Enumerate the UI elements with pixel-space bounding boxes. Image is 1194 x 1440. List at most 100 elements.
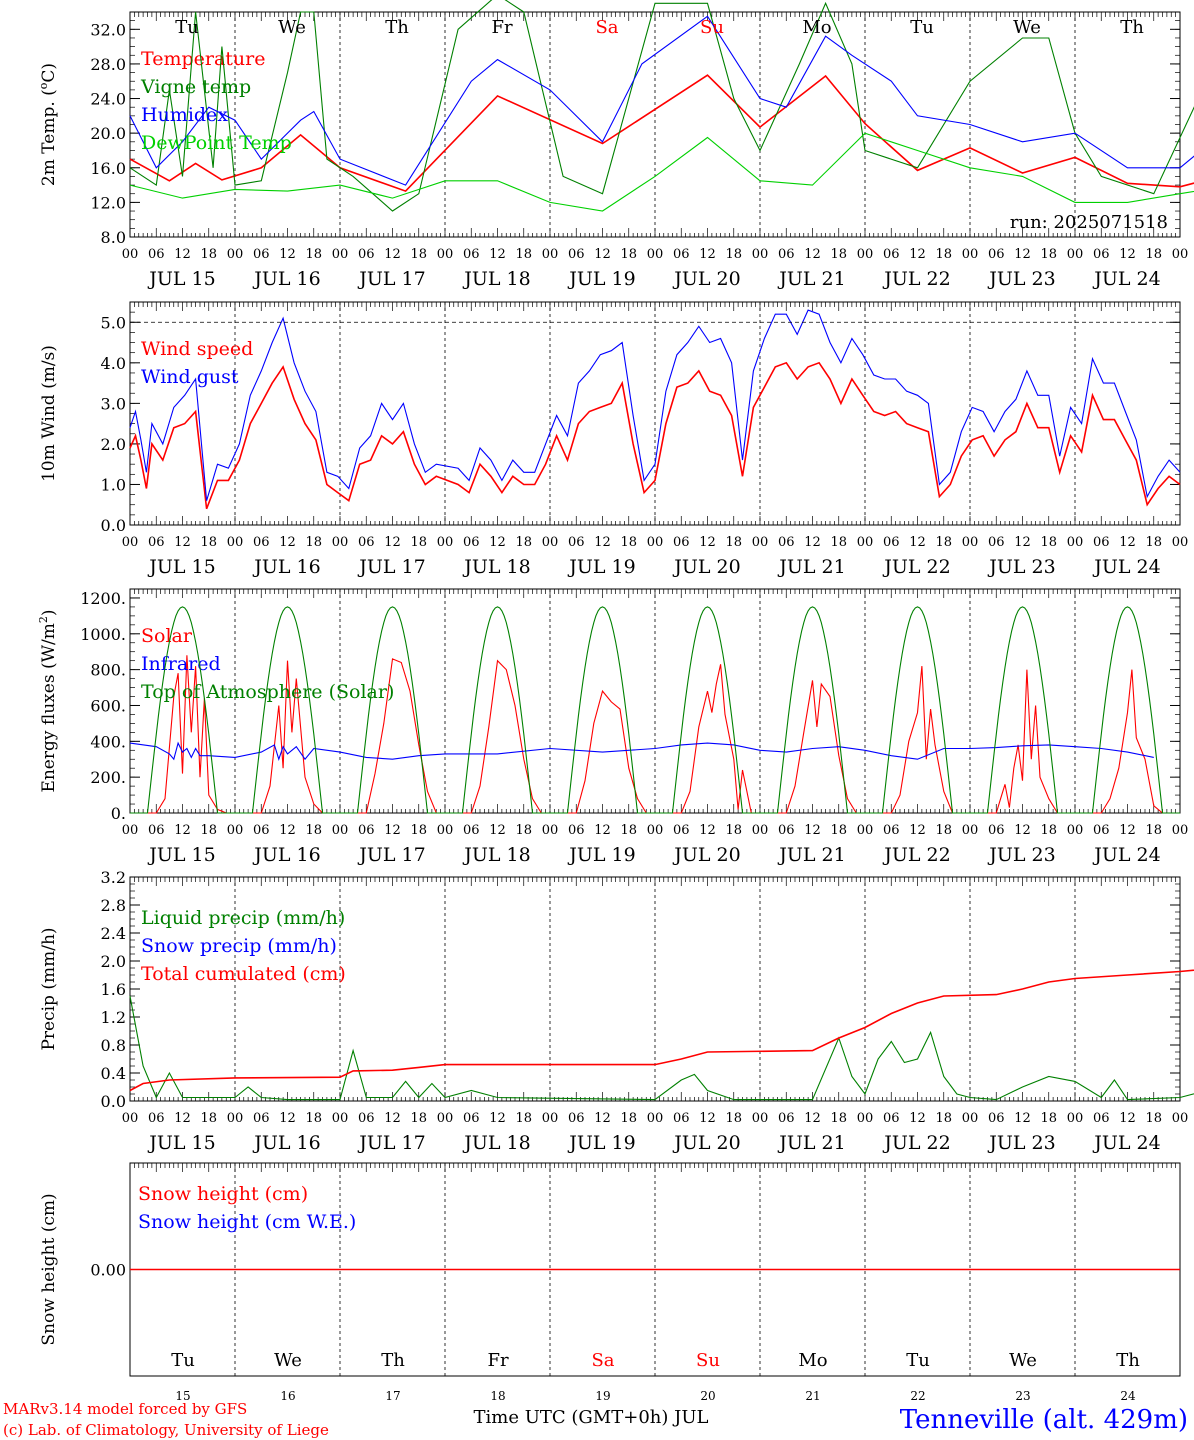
hour-label: 00 [752, 1111, 769, 1126]
hour-label: 00 [857, 535, 874, 550]
date-label: JUL 17 [357, 268, 425, 290]
hour-label: 18 [620, 535, 637, 550]
y-tick-label: 12.0 [90, 193, 126, 212]
day-number-label: 18 [490, 1389, 505, 1403]
hour-label: 18 [1145, 823, 1162, 838]
hour-label: 00 [542, 823, 559, 838]
hour-label: 06 [463, 535, 480, 550]
hour-label: 18 [725, 823, 742, 838]
hour-label: 06 [778, 247, 795, 262]
date-label: JUL 18 [462, 844, 530, 866]
hour-label: 06 [778, 1111, 795, 1126]
legend-entry: Snow precip (mm/h) [141, 935, 337, 957]
date-label: JUL 21 [777, 844, 845, 866]
hour-label: 06 [1093, 823, 1110, 838]
hour-label: 12 [804, 535, 821, 550]
hour-label: 00 [1067, 1111, 1084, 1126]
panel-precip: 0.0 0.4 0.8 1.2 1.6 2.0 2.4 2.8 3.2 Precip (mm/h)… [39, 868, 1194, 1154]
weekday-label: Su [696, 1350, 720, 1371]
date-label: JUL 22 [882, 556, 950, 578]
hour-label: 06 [778, 535, 795, 550]
location-label: Tenneville (alt. 429m) [900, 1405, 1188, 1435]
weekday-label: Th [381, 1350, 405, 1371]
y-axis-label: Precip (mm/h) [39, 927, 59, 1050]
y-tick-label: 1.0 [101, 475, 126, 494]
date-label: JUL 17 [357, 1132, 425, 1154]
date-label: JUL 22 [882, 268, 950, 290]
y-tick-label: 2.0 [101, 435, 126, 454]
hour-label: 00 [1172, 535, 1189, 550]
hour-label: 00 [1067, 823, 1084, 838]
series-line-temperature-3 [129, 132, 1194, 212]
day-number-label: 20 [700, 1389, 715, 1403]
series-line-energy-1 [129, 741, 1154, 761]
y-tick-label: 3.2 [101, 868, 126, 887]
hour-label: 06 [673, 247, 690, 262]
hour-label: 00 [122, 1111, 139, 1126]
hour-label: 06 [463, 247, 480, 262]
hour-label: 18 [200, 535, 217, 550]
y-tick-label: 1.2 [101, 1008, 126, 1027]
hour-label: 18 [830, 1111, 847, 1126]
hour-label: 12 [1014, 247, 1031, 262]
date-label: JUL 22 [882, 1132, 950, 1154]
hour-label: 18 [620, 823, 637, 838]
y-tick-label: 5.0 [101, 313, 126, 332]
hour-label: 00 [962, 247, 979, 262]
hour-label: 18 [200, 1111, 217, 1126]
hour-label: 00 [227, 1111, 244, 1126]
hour-label: 06 [1093, 247, 1110, 262]
date-label: JUL 23 [987, 844, 1055, 866]
x-ticks [129, 877, 1181, 1101]
hour-label: 00 [122, 823, 139, 838]
series-line-temperature-1 [129, 0, 1194, 212]
hour-label: 18 [725, 1111, 742, 1126]
hour-label: 06 [883, 535, 900, 550]
series-line-energy-2 [130, 606, 1180, 814]
weekday-label: Tu [171, 1350, 195, 1371]
hour-label: 18 [515, 1111, 532, 1126]
hour-label: 00 [122, 247, 139, 262]
hour-label: 18 [410, 1111, 427, 1126]
y-tick-label: 800. [90, 661, 126, 680]
legend-entry: Liquid precip (mm/h) [141, 907, 345, 929]
hour-label: 18 [1040, 535, 1057, 550]
panel-temperature: 8.0 12.0 16.0 20.0 24.0 28.0 32.0 2m Temp. (oC)… [37, 0, 1194, 290]
y-axis: 0.0 0.4 0.8 1.2 1.6 2.0 2.4 2.8 3.2 [101, 868, 1180, 1111]
legend-entry: Top of Atmosphere (Solar) [141, 681, 394, 703]
hour-label: 12 [174, 823, 191, 838]
hour-label: 12 [1014, 535, 1031, 550]
weekday-label: Su [700, 17, 724, 38]
date-label: JUL 19 [567, 556, 635, 578]
x-ticks [129, 12, 1181, 237]
hour-label: 00 [437, 1111, 454, 1126]
y-tick-label: 8.0 [101, 228, 126, 247]
day-number-label: 22 [910, 1389, 925, 1403]
hour-label: 12 [804, 1111, 821, 1126]
hour-label: 00 [227, 535, 244, 550]
y-tick-label: 28.0 [90, 55, 126, 74]
x-ticks [129, 302, 1181, 525]
hour-label: 06 [463, 1111, 480, 1126]
hour-label: 00 [437, 823, 454, 838]
panel-wind: 0.0 1.0 2.0 3.0 4.0 5.0 10m Wind (m/s) Wind spe… [39, 301, 1189, 578]
hour-label: 12 [174, 535, 191, 550]
hour-label: 00 [857, 247, 874, 262]
hour-label: 06 [883, 247, 900, 262]
credit-line-1: MARv3.14 model forced by GFS [3, 1400, 247, 1418]
legend-entry: Temperature [141, 48, 265, 70]
hour-label: 06 [358, 247, 375, 262]
hour-label: 12 [489, 1111, 506, 1126]
date-label: JUL 24 [1092, 268, 1160, 290]
date-label: JUL 24 [1092, 556, 1160, 578]
y-tick-label: 1200. [80, 589, 126, 608]
legend-entry: Wind speed [141, 338, 253, 360]
weekday-label: Tu [175, 17, 199, 38]
series-line-temperature-2 [129, 15, 1194, 186]
hour-label: 12 [699, 1111, 716, 1126]
hour-label: 18 [515, 823, 532, 838]
hour-label: 06 [463, 823, 480, 838]
legend-entry: Infrared [141, 653, 221, 675]
date-label: JUL 19 [567, 1132, 635, 1154]
date-label: JUL 20 [672, 268, 740, 290]
